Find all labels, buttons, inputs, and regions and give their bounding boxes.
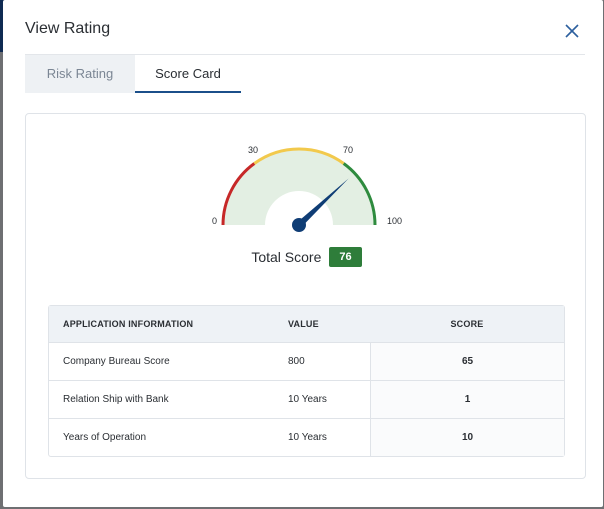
close-icon: [565, 24, 579, 38]
modal-title: View Rating: [25, 20, 111, 37]
gauge-arc-high: [342, 162, 377, 226]
modal-header: View Rating: [3, 0, 603, 54]
tab-risk-rating[interactable]: Risk Rating: [25, 55, 135, 93]
cell-value: 800: [274, 343, 370, 381]
cell-score: 65: [370, 343, 564, 381]
table-row: Company Bureau Score 800 65: [49, 343, 564, 381]
gauge-hub-cutout: [265, 191, 333, 225]
tab-score-card[interactable]: Score Card: [135, 55, 241, 93]
gauge-arc-mid: [253, 147, 345, 165]
rating-tabs: Risk Rating Score Card: [25, 55, 241, 93]
table-row: Relation Ship with Bank 10 Years 1: [49, 381, 564, 419]
gauge-label-max: 100: [387, 216, 402, 226]
gauge-label-30: 30: [248, 145, 258, 155]
cell-value: 10 Years: [274, 381, 370, 419]
gauge-arc-low: [221, 162, 256, 226]
total-score-badge: 76: [329, 247, 362, 267]
view-rating-modal: View Rating Risk Rating Score Card 0 30 …: [3, 0, 603, 507]
total-score-label: Total Score: [251, 249, 322, 265]
cell-score: 1: [370, 381, 564, 419]
total-score-row: Total Score 76: [26, 245, 587, 269]
score-table: APPLICATION INFORMATION VALUE SCORE Comp…: [48, 305, 565, 457]
column-header-value: VALUE: [274, 306, 370, 343]
gauge-needle: [296, 178, 349, 228]
score-gauge: 0 30 70 100: [212, 145, 402, 232]
gauge-label-min: 0: [212, 216, 217, 226]
gauge-label-70: 70: [343, 145, 353, 155]
cell-value: 10 Years: [288, 432, 327, 443]
table-header-row: APPLICATION INFORMATION VALUE SCORE: [49, 306, 564, 343]
cell-score: 10: [370, 419, 564, 456]
column-header-application-information: APPLICATION INFORMATION: [49, 306, 274, 343]
cell-application-information: Relation Ship with Bank: [49, 381, 274, 419]
table-row: Years of Operation 10 Years 10: [49, 419, 564, 456]
cell-application-information: Years of Operation: [63, 432, 147, 443]
gauge-fill: [224, 150, 374, 225]
cell-application-information: Company Bureau Score: [49, 343, 274, 381]
score-card-panel: 0 30 70 100 Total Score 76 APPLICATION I…: [25, 113, 586, 479]
column-header-score: SCORE: [370, 306, 564, 343]
close-button[interactable]: [563, 22, 581, 40]
header-divider: [25, 54, 585, 55]
gauge-needle-hub: [292, 218, 306, 232]
